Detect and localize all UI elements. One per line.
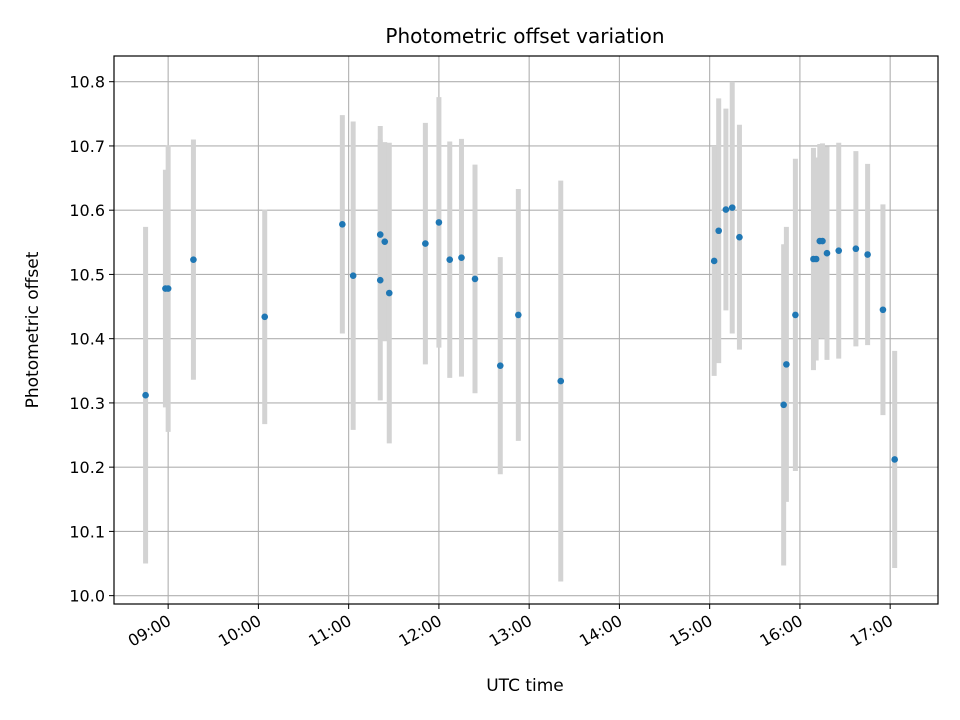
y-tick-label: 10.8 <box>69 73 105 92</box>
y-tick-label: 10.2 <box>69 458 105 477</box>
data-point <box>792 311 799 319</box>
data-point <box>496 362 504 369</box>
data-point <box>339 221 346 228</box>
data-point <box>736 233 743 241</box>
data-point <box>261 313 269 321</box>
data-point <box>864 251 871 258</box>
data-point <box>349 272 357 280</box>
data-point <box>715 227 722 235</box>
data-point <box>722 206 730 213</box>
y-tick-label: 10.5 <box>69 265 105 284</box>
data-point <box>446 256 454 263</box>
chart-title: Photometric offset variation <box>385 24 664 48</box>
data-point <box>819 237 826 245</box>
data-point <box>812 255 820 263</box>
data-point <box>557 377 565 385</box>
data-point <box>190 256 197 263</box>
data-point <box>852 245 860 253</box>
y-tick-label: 10.4 <box>69 330 105 349</box>
data-point <box>435 219 443 226</box>
data-point <box>780 401 787 409</box>
data-point <box>471 275 479 283</box>
data-point <box>728 204 736 211</box>
data-point <box>422 240 429 247</box>
x-axis-title: UTC time <box>486 676 564 696</box>
data-point <box>515 311 522 319</box>
data-point <box>891 456 898 463</box>
y-tick-label: 10.0 <box>69 587 105 606</box>
data-point <box>164 285 172 292</box>
y-tick-label: 10.6 <box>69 201 105 220</box>
data-point <box>710 257 718 265</box>
y-axis-title: Photometric offset <box>23 251 43 408</box>
data-point <box>835 247 843 254</box>
data-point <box>783 361 790 368</box>
data-point <box>376 276 384 284</box>
data-point <box>381 238 389 245</box>
y-tick-label: 10.3 <box>69 394 105 413</box>
data-point <box>385 289 393 297</box>
data-point <box>823 249 831 257</box>
grid-layer <box>114 56 938 604</box>
data-point <box>142 391 149 399</box>
y-tick-label: 10.1 <box>69 522 105 541</box>
data-point <box>376 231 384 238</box>
data-point <box>879 306 887 314</box>
point-layer <box>142 204 898 463</box>
y-axis: 10.0 10.1 10.2 10.3 10.4 10.5 10.6 10.7 10.8 <box>69 73 114 606</box>
y-tick-label: 10.7 <box>69 137 105 156</box>
plot-frame <box>113 55 939 605</box>
data-point <box>458 254 465 262</box>
